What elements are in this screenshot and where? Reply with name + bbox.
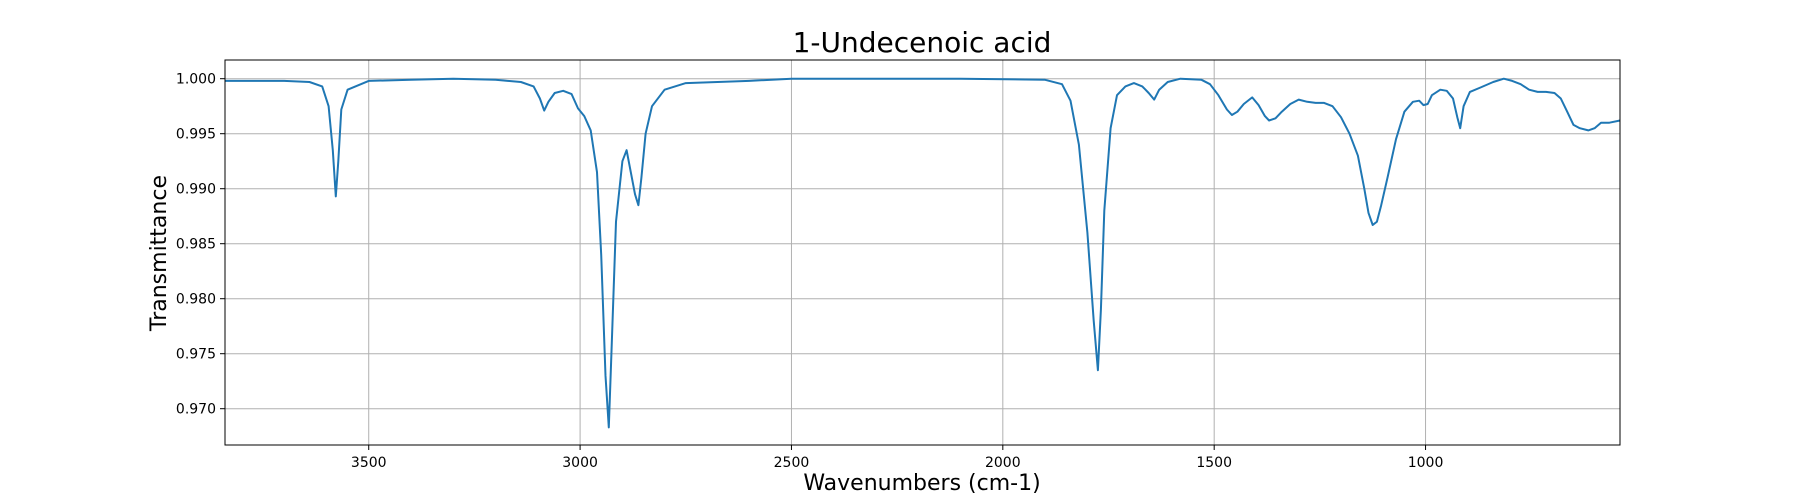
y-tick-label: 0.985 bbox=[176, 237, 216, 253]
x-tick-label: 1500 bbox=[1196, 455, 1232, 471]
y-tick-label: 0.995 bbox=[176, 127, 216, 143]
axis-ticks: 3500 3000 2500 2000 1500 1000 0.970 0.975 0.980 0… bbox=[176, 72, 1443, 471]
chart-title: 1-Undecenoic acid bbox=[793, 26, 1052, 59]
x-tick-label: 2000 bbox=[985, 455, 1021, 471]
plot-frame bbox=[224, 59, 1621, 446]
y-axis-label: Transmittance bbox=[147, 175, 172, 332]
y-tick-label: 0.990 bbox=[176, 182, 216, 198]
y-tick-label: 0.970 bbox=[176, 402, 216, 418]
grid bbox=[225, 60, 1620, 445]
y-tick-label: 0.980 bbox=[176, 292, 216, 308]
x-tick-label: 3500 bbox=[351, 455, 387, 471]
x-tick-label: 2500 bbox=[774, 455, 810, 471]
series-line bbox=[225, 77, 1621, 429]
x-tick-label: 1000 bbox=[1408, 455, 1444, 471]
y-tick-label: 0.975 bbox=[176, 347, 216, 363]
x-axis-label: Wavenumbers (cm-1) bbox=[803, 471, 1040, 496]
x-tick-label: 3000 bbox=[562, 455, 598, 471]
y-tick-label: 1.000 bbox=[176, 72, 216, 88]
